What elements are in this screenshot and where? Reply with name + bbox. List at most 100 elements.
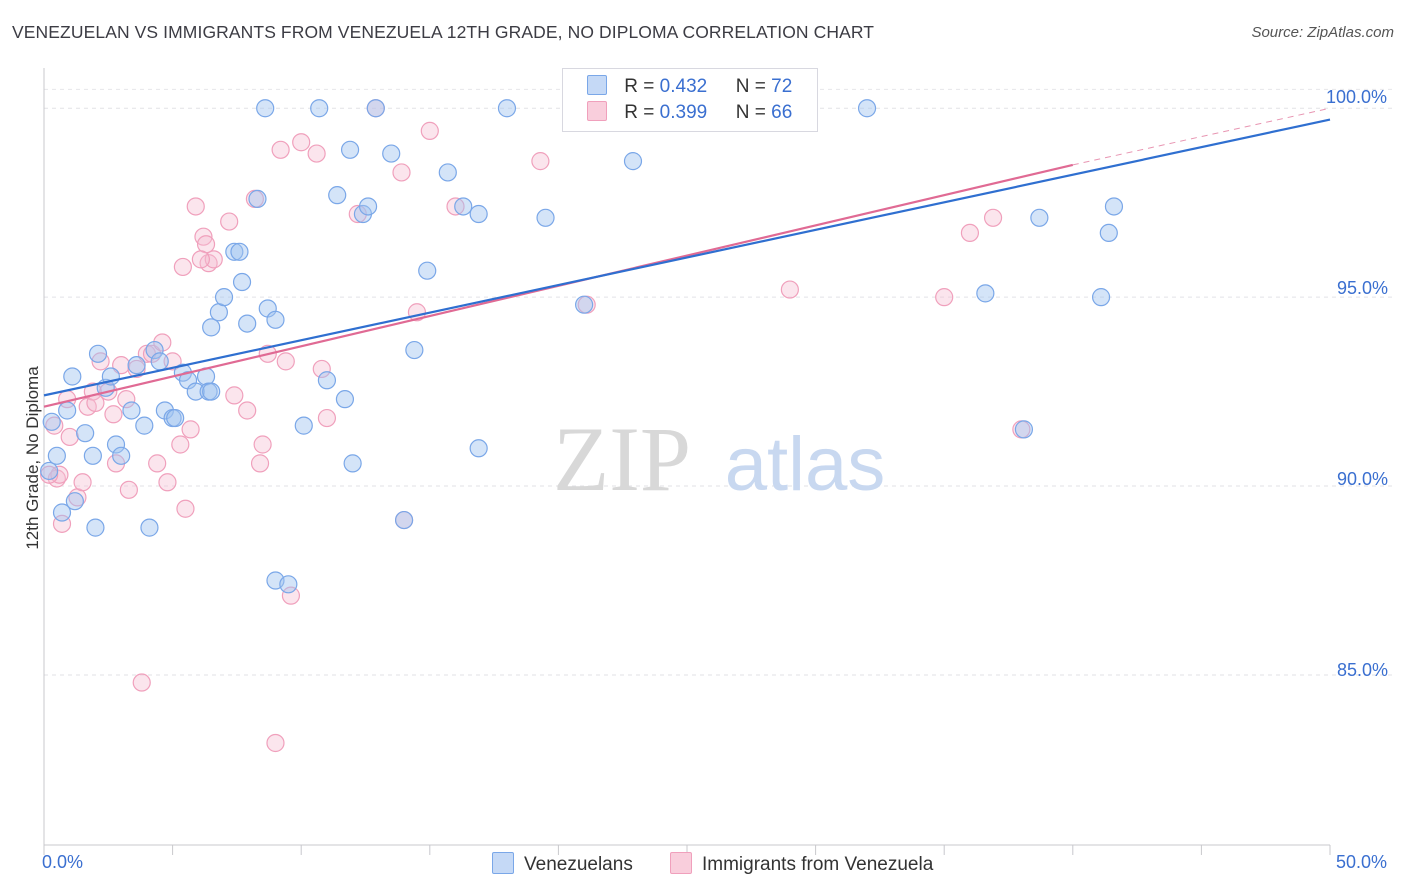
bottom-legend-swatch-blue (492, 852, 514, 874)
bottom-legend-venezuelans: Venezuelans (492, 852, 633, 876)
point-immigrant (250, 454, 270, 473)
point-venezuelan (469, 439, 488, 458)
point-immigrant (171, 435, 190, 454)
point-immigrant (196, 235, 216, 254)
point-venezuelan (294, 416, 313, 435)
point-venezuelan (166, 408, 185, 428)
point-venezuelan (310, 99, 329, 118)
point-venezuelan (40, 461, 59, 481)
legend-row-immigrants: R = 0.399 N = 66 (587, 101, 792, 125)
point-venezuelan (232, 272, 252, 292)
point-venezuelan (857, 99, 877, 118)
watermark-zip: ZIP (553, 408, 691, 510)
legend-r-label: R = (624, 102, 660, 123)
point-venezuelan (65, 492, 84, 511)
point-immigrant (50, 465, 69, 484)
bottom-legend-label: Venezuelans (524, 854, 633, 875)
point-immigrant (935, 288, 954, 307)
point-immigrant (112, 356, 131, 375)
point-immigrant (983, 208, 1003, 227)
y-tick-95: 95.0% (1337, 278, 1389, 298)
point-venezuelan (454, 197, 473, 216)
legend-swatch-blue (587, 75, 607, 95)
point-immigrant (104, 405, 123, 424)
point-immigrant (163, 352, 182, 371)
point-venezuelan (86, 518, 105, 537)
point-venezuelan (202, 382, 221, 401)
point-venezuelan (575, 295, 594, 314)
correlation-legend: R = 0.432 N = 72 R = 0.399 N = 66 (562, 68, 818, 132)
trend-venezuelans (43, 118, 1331, 397)
point-venezuelan (202, 318, 221, 337)
point-immigrant (158, 473, 177, 492)
point-venezuelan (1099, 223, 1118, 243)
point-venezuelan (623, 152, 643, 171)
point-venezuelan (1091, 288, 1111, 307)
point-venezuelan (497, 99, 517, 118)
point-venezuelan (58, 401, 77, 420)
point-venezuelan (266, 310, 285, 329)
point-venezuelan (52, 503, 72, 522)
point-venezuelan (1104, 197, 1124, 216)
y-tick-100: 100.0% (1326, 87, 1388, 107)
trend-lines (43, 107, 1331, 408)
point-venezuelan (248, 189, 267, 209)
point-immigrant (266, 733, 285, 753)
point-venezuelan (238, 314, 257, 333)
point-venezuelan (469, 204, 488, 224)
legend-n-label: N = (735, 76, 772, 97)
point-immigrant (960, 223, 980, 243)
gridlines (44, 88, 1392, 676)
point-venezuelan (394, 510, 414, 530)
point-immigrant (60, 427, 79, 447)
point-venezuelan (145, 340, 164, 360)
point-immigrant (292, 133, 311, 152)
legend-r-label: R = (624, 76, 660, 97)
point-venezuelan (1030, 208, 1049, 227)
chart-title: VENEZUELAN VS IMMIGRANTS FROM VENEZUELA … (12, 22, 875, 42)
point-venezuelan (358, 197, 378, 216)
bottom-legend-immigrants: Immigrants from Venezuela (670, 852, 933, 876)
trend-immigrants-extension (1072, 107, 1331, 166)
x-tick-min: 0.0% (42, 852, 84, 872)
point-venezuelan (209, 303, 228, 322)
point-venezuelan (214, 288, 234, 307)
point-immigrant (191, 250, 210, 269)
bottom-legend-swatch-pink (670, 852, 692, 874)
point-venezuelan (155, 401, 174, 420)
point-venezuelan (135, 416, 154, 435)
x-tick-max: 50.0% (1336, 852, 1388, 872)
point-immigrant (204, 250, 223, 269)
point-immigrant (780, 280, 799, 299)
point-immigrant (392, 163, 411, 182)
y-tick-85: 85.0% (1337, 660, 1389, 680)
point-immigrant (225, 386, 244, 405)
point-venezuelan (536, 208, 555, 227)
point-venezuelan (225, 242, 244, 261)
point-immigrant (271, 140, 290, 159)
point-immigrant (420, 121, 439, 140)
point-venezuelan (976, 284, 995, 303)
point-venezuelan (76, 424, 95, 443)
point-venezuelan (366, 99, 385, 118)
point-venezuelan (112, 446, 131, 465)
point-immigrant (176, 499, 195, 518)
point-venezuelan (382, 144, 401, 163)
point-immigrant (317, 408, 337, 428)
source-credit: Source: ZipAtlas.com (1251, 24, 1394, 41)
point-venezuelan (63, 367, 82, 386)
series-venezuelans-points (40, 99, 1124, 594)
point-immigrant (281, 586, 301, 605)
point-immigrant (148, 454, 167, 473)
watermark: ZIP atlas (553, 408, 885, 510)
legend-r-value: 0.399 (659, 102, 708, 123)
point-venezuelan (88, 344, 108, 363)
point-immigrant (220, 212, 239, 231)
point-venezuelan (1014, 420, 1034, 439)
point-venezuelan (256, 99, 275, 118)
legend-n-label: N = (735, 102, 772, 123)
point-immigrant (531, 152, 550, 171)
point-venezuelan (335, 390, 355, 409)
legend-swatch-pink (587, 101, 607, 121)
